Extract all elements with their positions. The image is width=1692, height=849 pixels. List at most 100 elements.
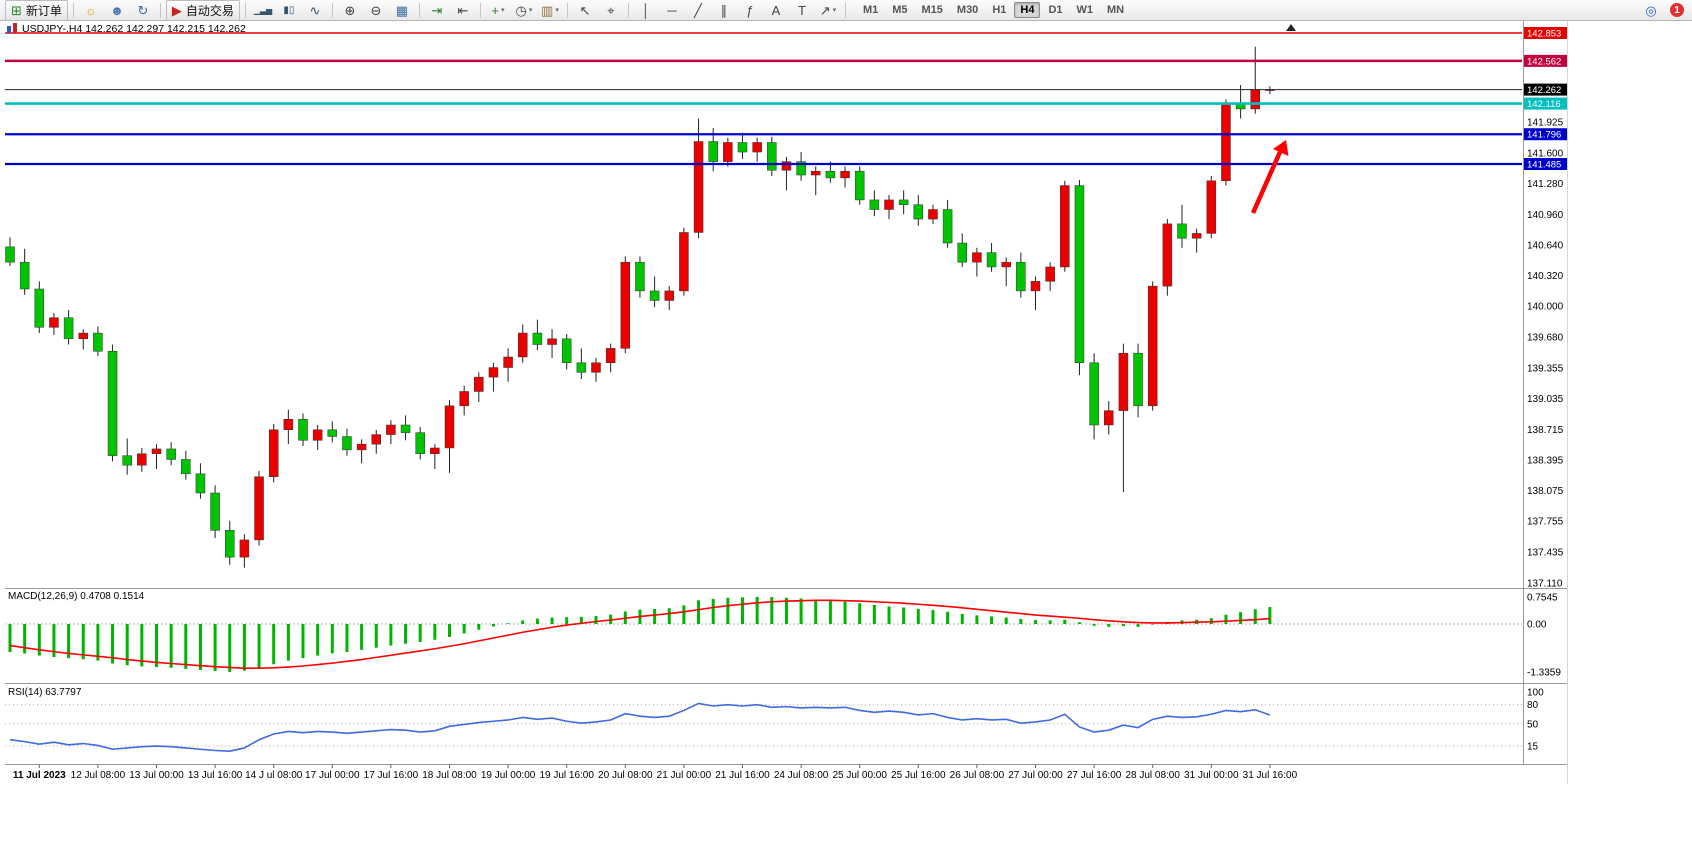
periods-icon[interactable]: ◷ ▾ (512, 1, 536, 20)
candle (283, 418, 294, 431)
new-order-button[interactable]: ⊞ 新订单 (5, 0, 68, 21)
label-icon: T (797, 2, 806, 18)
candle (518, 332, 528, 358)
timeframe-mn-button[interactable]: MN (1107, 4, 1125, 16)
trendline-icon[interactable]: ╱ (686, 1, 710, 20)
candle (942, 209, 953, 244)
macd-indicator-label: MACD(12,26,9) 0.4708 0.1514 (8, 591, 145, 602)
cursor-icon[interactable]: ↖ (573, 1, 597, 20)
label-icon[interactable]: T (790, 1, 814, 20)
line-chart-icon[interactable]: ∿ (303, 1, 327, 20)
autotrading-button[interactable]: ▶ 自动交易 (165, 0, 240, 21)
timeframe-d1-button[interactable]: D1 (1048, 4, 1063, 16)
crosshair-icon: ⌖ (607, 2, 615, 18)
chart-wizard-icon[interactable]: ☼ (79, 1, 103, 20)
vertical-line-icon[interactable]: │ (634, 1, 658, 20)
time-axis-label: 26 Jul 08:00 (950, 770, 1005, 781)
candle (1133, 352, 1143, 407)
channel-icon[interactable]: ∥ (712, 1, 736, 20)
candle (254, 476, 264, 541)
community-icon: ☻ (110, 2, 124, 18)
candle (371, 434, 381, 445)
timeframe-m30-button[interactable]: M30 (956, 4, 979, 16)
candle (811, 170, 821, 176)
candlestick-chart-icon[interactable]: ▮▯ (277, 1, 301, 20)
candle (1147, 285, 1158, 407)
candle (1162, 223, 1173, 287)
zoom-in-icon[interactable]: ⊕ (338, 1, 362, 20)
macd-scale-label: 0.00 (1527, 620, 1547, 631)
annotation-arrow-shaft[interactable] (1250, 151, 1283, 214)
annotation-arrow-head[interactable] (1273, 140, 1289, 156)
time-axis-label: 13 Jul 00:00 (129, 770, 184, 781)
price-axis-label: 138.075 (1527, 486, 1564, 497)
price-axis-label: 138.395 (1527, 455, 1564, 466)
rsi-indicator-label: RSI(14) 63.7797 (8, 687, 82, 698)
candle (547, 338, 557, 345)
time-axis-label: 17 Jul 16:00 (364, 770, 419, 781)
candle (825, 170, 836, 179)
bar-chart-icon[interactable]: ▁▃▅ (251, 1, 275, 20)
text-icon[interactable]: A (764, 1, 788, 20)
candle (913, 204, 924, 220)
templates-icon[interactable]: ▥ ▾ (538, 1, 562, 20)
time-axis-label: 21 Jul 16:00 (715, 770, 770, 781)
candle (298, 418, 308, 441)
candle (342, 436, 352, 451)
tile-windows-icon: ▦ (395, 2, 409, 18)
auto-scroll-icon[interactable]: ⇥ (425, 1, 449, 20)
price-axis-label: 140.960 (1527, 210, 1564, 221)
toolbar-separator (72, 2, 74, 18)
price-tag-label: 141.796 (1527, 130, 1561, 141)
timeframe-m15-button[interactable]: M15 (921, 4, 943, 16)
candle (1104, 410, 1114, 426)
toolbar-right: ◎ 1 (1638, 1, 1684, 20)
community-icon[interactable]: ☻ (105, 1, 129, 20)
tile-windows-icon[interactable]: ▦ (390, 1, 414, 20)
timeframe-h1-button[interactable]: H1 (992, 4, 1007, 16)
time-axis-label: 24 Jul 08:00 (774, 770, 829, 781)
candle (869, 199, 880, 210)
price-tag-label: 142.853 (1527, 29, 1561, 40)
candle (1250, 89, 1260, 110)
timeframe-w1-button[interactable]: W1 (1076, 4, 1094, 16)
time-axis-label: 18 Jul 08:00 (422, 770, 477, 781)
arrows-icon[interactable]: ↗ ▾ (816, 1, 840, 20)
candle (752, 142, 762, 153)
chart-shift-icon: ⇤ (457, 2, 469, 18)
horizontal-line-icon[interactable]: ─ (660, 1, 684, 20)
indicators-icon[interactable]: + ▾ (486, 1, 510, 20)
time-axis-label: 20 Jul 08:00 (598, 770, 653, 781)
zoom-out-icon[interactable]: ⊖ (364, 1, 388, 20)
candle (181, 459, 191, 475)
candle (268, 429, 279, 477)
candle (884, 199, 894, 210)
timeframe-m1-button[interactable]: M1 (862, 4, 879, 16)
search-icon[interactable]: ◎ (1639, 1, 1663, 20)
candle (649, 290, 660, 301)
fibonacci-icon[interactable]: ƒ (738, 1, 762, 20)
chart-symbol-icon (6, 23, 18, 34)
toolbar-separator (244, 2, 246, 18)
vertical-line-icon: │ (641, 2, 650, 18)
auto-scroll-icon: ⇥ (431, 2, 443, 18)
crosshair-icon[interactable]: ⌖ (599, 1, 623, 20)
price-tag (1524, 128, 1567, 141)
refresh-icon[interactable]: ↻ (131, 1, 155, 20)
chart-shift-icon[interactable]: ⇤ (451, 1, 475, 20)
refresh-icon: ↻ (137, 2, 149, 18)
notification-badge[interactable]: 1 (1670, 3, 1684, 17)
time-axis-label: 31 Jul 00:00 (1184, 770, 1239, 781)
templates-icon: ▥ (541, 2, 554, 18)
candle (503, 356, 513, 368)
candle (49, 317, 59, 328)
candle (1118, 352, 1129, 411)
timeframe-m5-button[interactable]: M5 (892, 4, 908, 16)
time-axis-label: 14 J ul 08:00 (245, 770, 303, 781)
toolbar-separator (331, 2, 333, 18)
timeframe-h4-button[interactable]: H4 (1014, 2, 1041, 18)
time-axis-label: 12 Jul 08:00 (71, 770, 126, 781)
price-tag (1524, 54, 1567, 67)
